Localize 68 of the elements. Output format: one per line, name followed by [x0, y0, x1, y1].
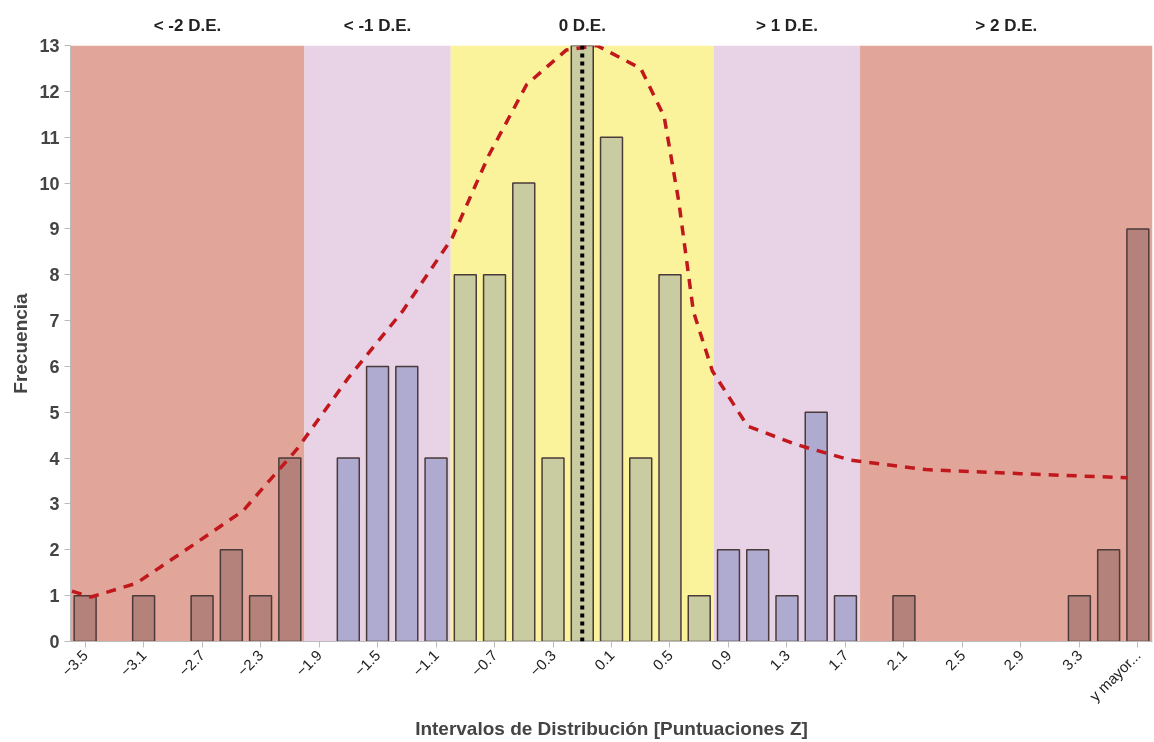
- bar: [395, 365, 419, 642]
- bar: [804, 411, 828, 642]
- bar: [658, 273, 682, 642]
- bar: [73, 594, 97, 642]
- x-tick-label: 0.1: [590, 646, 618, 674]
- x-axis-title: Intervalos de Distribución [Puntuaciones Z]: [415, 718, 808, 740]
- bar: [833, 594, 858, 642]
- y-tick-label: 8: [49, 265, 60, 286]
- y-tick-label: 5: [49, 402, 60, 423]
- bar: [541, 457, 565, 642]
- x-tick-label: −3.1: [116, 646, 150, 680]
- bar: [746, 549, 770, 642]
- x-tick-label: −1.5: [350, 646, 384, 680]
- x-tick-label: 2.5: [941, 646, 969, 674]
- bar: [775, 594, 799, 642]
- bar: [1096, 549, 1121, 642]
- x-tick-label: −1.9: [292, 646, 326, 680]
- y-axis-title: Frecuencia: [10, 292, 32, 394]
- bar: [687, 594, 711, 642]
- y-tick-label: 11: [40, 127, 60, 148]
- bar: [716, 549, 741, 642]
- y-tick-label: 6: [49, 356, 60, 377]
- y-tick-label: 3: [49, 494, 60, 515]
- x-tick-label: −0.7: [467, 646, 501, 680]
- bar: [365, 365, 390, 642]
- bar: [482, 273, 507, 642]
- y-tick-label: 10: [39, 173, 60, 194]
- bar: [278, 457, 302, 642]
- bar: [570, 45, 594, 642]
- y-tick-label: 0: [49, 632, 60, 652]
- bar: [453, 273, 477, 642]
- y-tick-label: 1: [49, 586, 60, 607]
- x-tick-label: −1.1: [409, 646, 443, 680]
- x-tick-label: −3.5: [58, 646, 92, 680]
- bar: [512, 182, 536, 642]
- bar: [219, 549, 244, 642]
- x-tick-label: −2.3: [233, 646, 267, 680]
- bar: [248, 594, 273, 642]
- band-label: < -1 D.E.: [343, 15, 412, 35]
- bar: [336, 457, 361, 642]
- bar: [599, 136, 624, 642]
- bar: [424, 457, 448, 642]
- x-tick-label: −0.3: [526, 646, 560, 680]
- band-label: > 1 D.E.: [756, 15, 818, 35]
- x-tick-label: 2.1: [883, 646, 910, 674]
- y-tick-label: 2: [49, 540, 60, 561]
- bar: [131, 594, 156, 642]
- line-series: [70, 45, 1130, 599]
- x-tick-label: 0.5: [649, 646, 676, 674]
- y-tick-label: 4: [49, 448, 60, 469]
- bar: [892, 594, 916, 642]
- band-label: > 2 D.E.: [975, 15, 1038, 35]
- x-tick-label: 0.9: [707, 646, 735, 674]
- y-tick-label: 7: [49, 311, 60, 332]
- y-tick-label: 13: [39, 36, 60, 56]
- bar: [629, 457, 653, 642]
- bar: [1067, 594, 1092, 642]
- band-label: < -2 D.E.: [153, 15, 222, 35]
- x-tick-label: 2.9: [1000, 646, 1027, 674]
- y-tick-label: 9: [49, 219, 60, 240]
- x-tick-label: 1.3: [766, 646, 793, 674]
- y-tick-label: 12: [39, 81, 60, 102]
- bar: [190, 594, 214, 642]
- band-label: 0 D.E.: [558, 15, 606, 35]
- x-tick-label: −2.7: [175, 646, 209, 680]
- bar: [1126, 228, 1150, 642]
- x-tick-label: 1.7: [824, 646, 852, 674]
- x-tick-label: 3.3: [1058, 646, 1086, 674]
